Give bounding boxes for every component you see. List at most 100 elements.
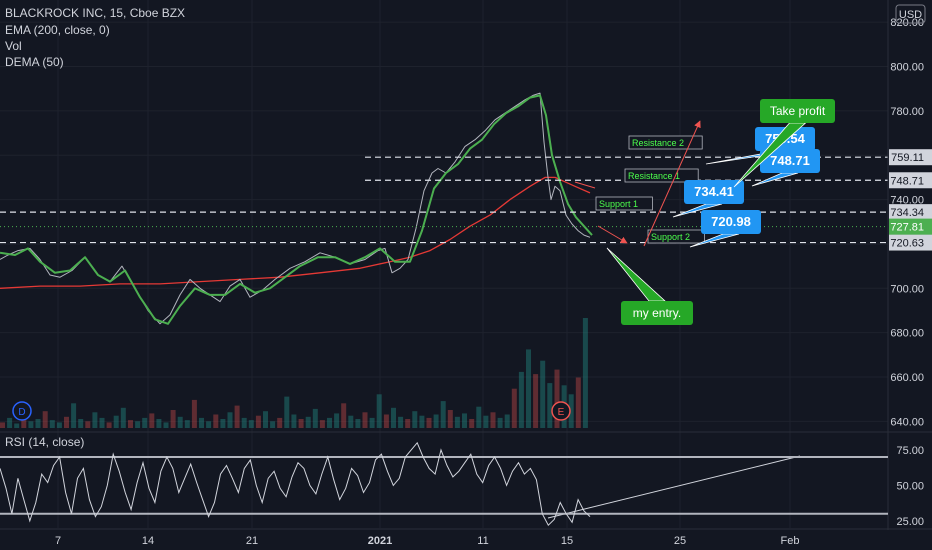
level-price-tag [889, 172, 932, 189]
level-label: Resistance 1 [628, 171, 680, 181]
volume-bar [575, 377, 581, 428]
rsi-trend-line [547, 455, 801, 519]
volume-bar [78, 419, 84, 428]
volume-bar [270, 421, 276, 428]
currency-button[interactable]: USD [895, 4, 926, 24]
volume-bar [206, 421, 212, 428]
volume-bar [305, 416, 311, 428]
volume-bar [28, 421, 34, 428]
time-axis[interactable]: 7 14 21 2021 11 15 25 Feb [0, 528, 932, 547]
volume-bars [0, 318, 588, 428]
volume-bar [376, 394, 382, 428]
volume-bar [220, 419, 226, 428]
volume-bar [334, 413, 340, 428]
trend-line [574, 181, 596, 189]
volume-bar [177, 416, 183, 428]
callout-box [760, 99, 835, 123]
volume-bar [277, 417, 283, 428]
volume-bar [199, 417, 204, 428]
volume-bar [21, 414, 27, 428]
volume-bar [348, 415, 354, 428]
indicator-dema-label: DEMA (50) [5, 55, 64, 69]
level-label: Resistance 2 [632, 138, 684, 148]
rsi-tick-label: 75.00 [896, 445, 924, 457]
event-marker[interactable] [12, 401, 32, 421]
volume-bar [191, 399, 197, 428]
symbol-title: BLACKROCK INC, 15, Cboe BZX [5, 6, 185, 20]
price-tick-label: 660.00 [890, 372, 924, 384]
level-price-tag-text: 734.34 [890, 207, 924, 219]
time-tick-label: 2021 [368, 535, 392, 547]
price-tick-label: 780.00 [890, 106, 924, 118]
indicator-ema-label: EMA (200, close, 0) [5, 23, 110, 37]
volume-bar [128, 420, 133, 428]
volume-bar [99, 417, 105, 428]
volume-bar [106, 422, 112, 428]
volume-bar [540, 360, 546, 428]
volume-bar [35, 419, 41, 428]
rsi-tick-label: 50.00 [896, 480, 924, 492]
callout-text: Take profit [770, 104, 826, 118]
level-price-tag [889, 149, 932, 166]
time-tick-label: 15 [561, 535, 573, 547]
volume-bar [14, 423, 20, 428]
volume-bar [42, 411, 48, 428]
dema-50-line [0, 94, 593, 325]
volume-bar [234, 405, 240, 428]
event-marker-label: E [558, 407, 565, 418]
volume-bar [291, 414, 297, 428]
volume-bar [462, 413, 467, 428]
volume-bar [227, 412, 233, 428]
volume-bar [7, 417, 13, 428]
volume-bar [255, 415, 261, 428]
volume-bar [135, 421, 141, 428]
callout-box [621, 301, 693, 325]
callout-box [701, 210, 761, 234]
volume-bar [433, 414, 439, 428]
volume-bar [319, 420, 325, 428]
level-price-tag-text: 720.63 [890, 238, 924, 250]
up-arrow [643, 120, 701, 247]
level-price-tag [889, 204, 932, 221]
volume-bar [56, 422, 62, 428]
volume-bar [426, 417, 432, 428]
callout-text: 748.71 [770, 153, 810, 168]
down-arrow [597, 225, 628, 244]
event-marker[interactable] [551, 401, 571, 421]
level-price-tag-text: 759.11 [891, 152, 924, 164]
volume-bar [284, 396, 290, 428]
volume-bar [298, 419, 304, 428]
volume-bar [412, 411, 418, 428]
rsi-line [0, 441, 591, 527]
volume-bar [355, 419, 361, 428]
indicator-vol-label: Vol [5, 39, 22, 53]
level-price-tag-text: 748.71 [890, 175, 924, 187]
time-tick-label: 7 [55, 535, 61, 547]
event-marker-label: D [18, 407, 25, 418]
volume-bar [170, 410, 176, 428]
rsi-tick-label: 25.00 [896, 516, 924, 528]
volume-bar [113, 415, 119, 428]
level-price-tag [889, 234, 932, 251]
current-price-tag [889, 218, 932, 235]
callout-text: 720.98 [711, 214, 751, 229]
volume-bar [71, 403, 77, 428]
volume-bar [241, 417, 247, 428]
currency-label: USD [899, 9, 922, 21]
price-tick-label: 680.00 [890, 328, 924, 340]
price-axis[interactable]: 820.00800.00780.00760.00740.00720.00700.… [887, 0, 932, 550]
volume-bar [163, 422, 169, 428]
volume-bar [391, 407, 396, 428]
volume-bar [369, 417, 375, 428]
volume-bar [149, 413, 155, 428]
volume-bar [92, 412, 98, 428]
price-tick-label: 640.00 [890, 416, 924, 428]
volume-bar [526, 349, 531, 428]
volume-bar [85, 421, 91, 428]
volume-bar [554, 369, 560, 428]
volume-bar [568, 394, 574, 428]
